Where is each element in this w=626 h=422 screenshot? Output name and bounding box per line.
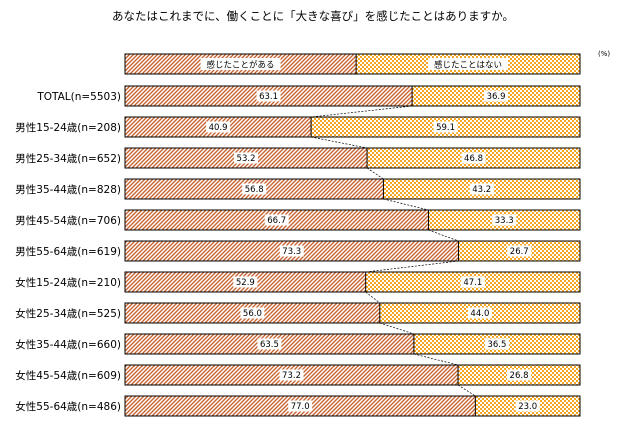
connector-lines (311, 105, 476, 397)
bar-frame (124, 209, 581, 231)
value-label-no: 46.8 (464, 154, 483, 164)
value-label-no-bg (484, 338, 509, 350)
value-label-yes-bg (279, 245, 304, 257)
value-label-yes-bg (257, 338, 282, 350)
row-label: 女性35-44歳(n=660) (15, 338, 121, 351)
value-label-yes-bg (256, 90, 281, 102)
value-label-no: 26.8 (510, 371, 529, 381)
value-label-no: 59.1 (436, 123, 455, 133)
bar-frame (124, 85, 581, 107)
value-label-no-bg (461, 152, 486, 164)
connector-line (366, 167, 384, 180)
value-label-yes: 56.0 (243, 309, 262, 319)
value-label-yes-bg (242, 183, 267, 195)
value-label-yes: 73.3 (282, 247, 301, 257)
value-label-no-bg (433, 121, 458, 133)
value-label-yes-bg (206, 121, 231, 133)
legend-label-yes-bg (200, 58, 281, 70)
connector-line (311, 105, 413, 118)
row-label: 女性25-34歳(n=525) (15, 307, 121, 320)
value-label-no-bg (460, 276, 485, 288)
value-label-yes: 73.2 (282, 371, 301, 381)
bar-row: 男性15-24歳(n=208) 40.9 59.1 (15, 116, 581, 138)
legend: 感じたことがある 感じたことはない (124, 53, 581, 75)
value-label-yes-bg (233, 276, 258, 288)
value-label-no-bg (469, 183, 494, 195)
value-label-yes-bg (288, 400, 313, 412)
legend-frame (124, 53, 581, 75)
value-label-yes: 52.9 (236, 278, 255, 288)
chart-title: あなたはこれまでに、働くことに「大きな喜び」を感じたことはありますか。 (112, 9, 514, 23)
value-label-no-bg (507, 369, 532, 381)
connector-line (383, 198, 429, 211)
bar-row: 女性55-64歳(n=486) 77.0 23.0 (15, 395, 581, 417)
legend-label-no: 感じたことはない (434, 60, 502, 71)
connector-line (379, 322, 415, 335)
bar-frame (124, 116, 581, 138)
legend-label-no-bg (428, 58, 509, 70)
value-label-no: 44.0 (470, 309, 489, 319)
row-label: TOTAL(n=5503) (36, 91, 121, 103)
value-label-yes: 56.8 (245, 185, 264, 195)
row-label: 女性45-54歳(n=609) (15, 369, 121, 382)
bar-row: 男性55-64歳(n=619) 73.3 26.7 (15, 240, 581, 262)
bar-row: 女性15-24歳(n=210) 52.9 47.1 (15, 271, 581, 293)
connector-line (428, 229, 459, 242)
value-label-yes: 63.5 (260, 340, 279, 350)
value-label-no-bg (507, 245, 532, 257)
value-label-no: 26.7 (510, 247, 529, 257)
legend-label-yes: 感じたことがある (207, 60, 275, 71)
row-label: 男性55-64歳(n=619) (15, 245, 121, 258)
bar-row: 男性25-34歳(n=652) 53.2 46.8 (15, 147, 581, 169)
bar-frame (124, 178, 581, 200)
value-label-yes: 63.1 (259, 92, 278, 102)
row-label: 男性45-54歳(n=706) (15, 214, 121, 227)
value-label-yes-bg (279, 369, 304, 381)
value-label-no: 47.1 (463, 278, 482, 288)
value-label-no: 23.0 (518, 402, 537, 412)
bar-frame (124, 395, 581, 417)
bar-row: 男性45-54歳(n=706) 66.7 33.3 (15, 209, 581, 231)
connector-line (311, 136, 368, 149)
connector-line (457, 384, 476, 397)
value-label-yes-bg (234, 152, 259, 164)
bar-row: 女性25-34歳(n=525) 56.0 44.0 (15, 302, 581, 324)
connector-line (365, 260, 459, 273)
value-label-no-bg (484, 90, 509, 102)
bar-frame (124, 364, 581, 386)
row-label: 男性35-44歳(n=828) (15, 183, 121, 196)
value-label-no: 36.5 (487, 340, 506, 350)
row-label: 男性25-34歳(n=652) (15, 152, 121, 165)
bar-frame (124, 333, 581, 355)
value-label-yes: 77.0 (291, 402, 310, 412)
value-label-no-bg (467, 307, 492, 319)
row-label: 男性15-24歳(n=208) (15, 121, 121, 134)
bar-row: 男性35-44歳(n=828) 56.8 43.2 (15, 178, 581, 200)
value-label-yes: 40.9 (209, 123, 228, 133)
value-label-no-bg (492, 214, 517, 226)
bar-row: 女性35-44歳(n=660) 63.5 36.5 (15, 333, 581, 355)
row-label: 女性55-64歳(n=486) (15, 400, 121, 413)
value-label-yes: 66.7 (267, 216, 286, 226)
bar-frame (124, 240, 581, 262)
value-label-no: 33.3 (495, 216, 514, 226)
value-label-yes-bg (264, 214, 289, 226)
connector-line (413, 353, 459, 366)
unit-label: (%) (598, 50, 611, 58)
bar-frame (124, 271, 581, 293)
bar-frame (124, 147, 581, 169)
connector-line (365, 291, 381, 304)
bar-row: 女性45-54歳(n=609) 73.2 26.8 (15, 364, 581, 386)
value-label-yes-bg (240, 307, 265, 319)
value-label-no: 43.2 (472, 185, 491, 195)
value-label-yes: 53.2 (237, 154, 256, 164)
bar-row: TOTAL(n=5503) 63.1 36.9 (36, 85, 581, 107)
row-label: 女性15-24歳(n=210) (15, 276, 121, 289)
bar-frame (124, 302, 581, 324)
value-label-no-bg (515, 400, 540, 412)
bars: TOTAL(n=5503) 63.1 36.9 男性15-24歳(n=208) 40.9… (15, 85, 581, 417)
value-label-no: 36.9 (487, 92, 506, 102)
